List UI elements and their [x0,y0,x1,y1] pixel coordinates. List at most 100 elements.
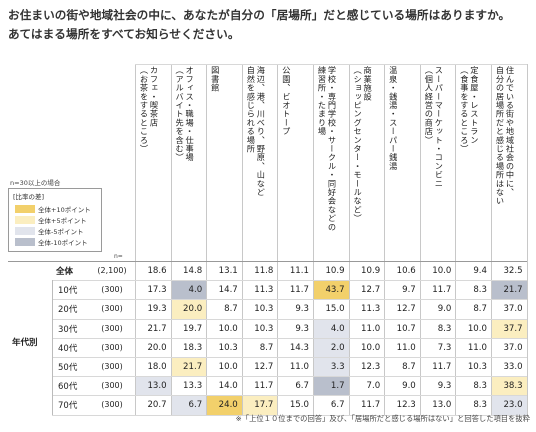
table-cell: 10.6 [396,266,416,276]
table-cell: 21.7 [492,281,527,300]
table-cell: 11.0 [361,323,381,334]
column-header-label: スーパーマーケット・コンビニ （個人経営の商店） [423,66,444,188]
row-label: 50代 [58,363,78,373]
table-cell: 8.3 [473,381,487,392]
legend-item: 全体-5ポイント [15,226,83,236]
table-cell: 10.3 [254,304,274,315]
n30-note: n=30以上の場合 [10,179,61,187]
column-header-label: 図書館 [210,66,221,93]
legend-item: 全体+5ポイント [15,215,87,225]
table-cell: 11.8 [254,266,274,276]
column-divider [384,64,386,415]
table-cell: 9.0 [437,304,452,315]
legend-title: [比率の差] [13,193,45,201]
table-cell: 33.0 [503,362,523,372]
legend-item: 全体+10ポイント [15,204,91,214]
row-divider [52,280,527,282]
row-label: 40代 [58,343,78,354]
row-divider [52,299,527,301]
table-cell: 10.3 [218,342,238,353]
table-cell: 18.0 [147,362,167,372]
table-cell: 1.7 [314,377,349,396]
footnote: ※「上位１０位までの回答」及び、「居場所だと感じる場所はない」と回答した項目を抜… [235,414,530,423]
column-divider [277,64,279,415]
column-divider [526,64,528,415]
column-header-label: 商業施設 （ショッピングセンター・モールなど） [352,66,373,223]
legend-label: 全体+10ポイント [38,205,91,214]
column-header-label: カフェ・喫茶店 （お茶をするところ） [139,66,159,153]
table-cell: 6.7 [330,400,345,411]
table-cell: 8.3 [473,285,487,296]
table-cell: 15.0 [325,304,345,315]
row-divider [52,357,527,358]
row-label: 20代 [58,305,78,316]
column-header: 温泉・銭湯・スーパー銭湯 [384,64,418,260]
column-header-label: 住んでいる街や地域社会の中に、 自分の居場所だと感じる場所はない [495,66,515,206]
row-n: (300) [101,400,123,410]
table-cell: 21.7 [171,358,207,377]
row-divider [52,318,527,320]
table-cell: 9.3 [295,304,309,315]
table-cell: 8.7 [473,304,487,315]
legend-label: 全体-10ポイント [38,238,88,247]
table-cell: 12.7 [254,362,274,372]
table-cell: 4.0 [314,319,349,338]
table-cell: 24.0 [207,396,242,415]
row-group-label: 年代別 [12,337,38,348]
table-cell: 12.7 [361,285,381,296]
table-cell: 11.7 [432,285,452,296]
row-label: 70代 [58,401,78,412]
table-cell: 11.7 [289,285,309,296]
column-divider [419,64,421,415]
column-divider [241,64,243,415]
column-divider [455,64,457,415]
table-cell: 11.0 [289,362,309,372]
table-cell: 12.7 [396,304,416,315]
column-divider [348,64,350,415]
column-header: 商業施設 （ショッピングセンター・モールなど） [349,64,383,260]
table-cell: 9.3 [295,323,309,334]
table-cell: 10.9 [361,266,381,276]
table-cell: 20.7 [147,400,167,411]
row-n: (300) [101,381,123,391]
table-cell: 21.7 [147,323,167,334]
column-header: 図書館 [206,64,240,260]
question-line-2: あてはまる場所をすべてお知らせください。 [8,27,240,41]
table-cell: 14.7 [218,285,238,296]
column-divider [206,64,208,415]
column-header: カフェ・喫茶店 （お茶をするところ） [135,64,169,260]
table-cell: 14.8 [183,266,203,276]
table-cell: 11.1 [289,266,309,276]
row-n: (300) [101,304,123,314]
table-cell: 10.0 [432,266,452,276]
table-cell: 8.7 [402,362,416,372]
table-cell: 12.3 [396,400,416,411]
table-cell: 38.3 [492,377,527,396]
legend: [比率の差] 全体+10ポイント 全体+5ポイント 全体-5ポイント 全体-10… [8,188,102,252]
column-header-label: 学校・専門学校・サークル・同好会などの 練習所・たまり場 [317,66,337,232]
column-divider [135,64,136,415]
row-label: 60代 [58,382,78,393]
table-cell: 4.0 [171,281,207,300]
row-n: (2,100) [97,266,127,275]
legend-swatch [15,237,35,246]
table-cell: 17.3 [147,285,167,296]
table-cell: 13.0 [432,400,452,411]
row-divider [52,376,527,378]
table-cell: 37.0 [503,342,523,353]
question-line-1: お住まいの街や地域社会の中に、あなたが自分の「居場所」だと感じている場所はありま… [8,8,511,22]
table-cell: 23.0 [492,396,527,415]
table-bottom-line [52,414,527,416]
table-cell: 11.7 [254,381,274,392]
column-header: 海辺、港、川べり、野原、山など 自然を感じられる場所 [242,64,276,260]
column-divider [313,64,314,415]
n-label: n= [114,253,123,260]
row-label: 全体 [56,267,74,277]
table-cell: 6.7 [171,396,207,415]
table-cell: 20.0 [171,300,207,319]
table-cell: 18.6 [147,266,167,276]
table-cell: 7.0 [366,381,381,392]
question-text: お住まいの街や地域社会の中に、あなたが自分の「居場所」だと感じている場所はありま… [8,6,533,44]
legend-label: 全体+5ポイント [38,216,87,225]
column-header: 住んでいる街や地域社会の中に、 自分の居場所だと感じる場所はない [491,64,525,260]
